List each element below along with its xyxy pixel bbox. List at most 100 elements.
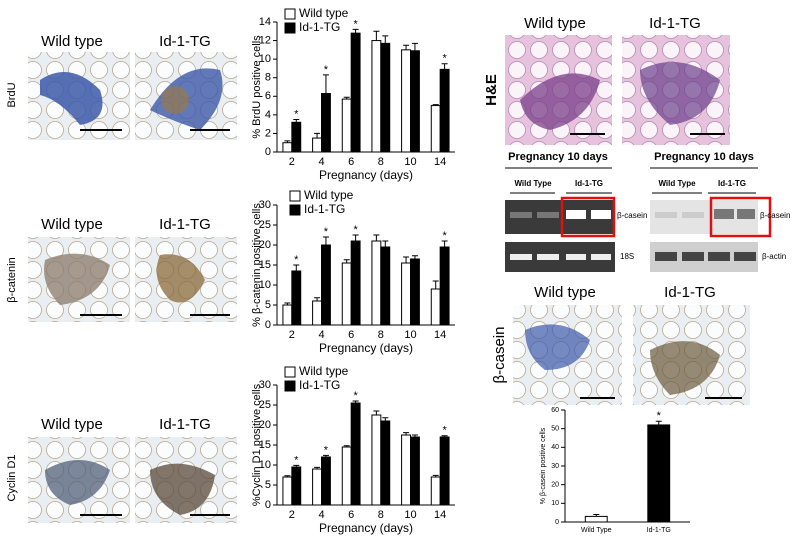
row-label: Cyclin D1 xyxy=(6,454,18,501)
y-tick-label: 10 xyxy=(259,459,271,471)
bar xyxy=(321,244,331,326)
legend-label: Wild type xyxy=(299,364,349,378)
significance: * xyxy=(294,254,299,266)
y-tick-label: 20 xyxy=(259,419,271,431)
x-tick-label: Id-1-TG xyxy=(647,527,671,534)
error-bar xyxy=(343,259,350,263)
error-bar xyxy=(284,140,291,143)
error-bar xyxy=(382,240,389,247)
bar xyxy=(321,93,331,153)
band-label: β-casein xyxy=(760,211,790,220)
error-bar xyxy=(352,234,359,241)
bar xyxy=(380,420,391,506)
significance: * xyxy=(353,18,358,30)
bar xyxy=(371,414,382,506)
bar xyxy=(350,32,361,153)
legend-swatch xyxy=(284,366,296,378)
bar xyxy=(312,300,323,326)
y-tick-label: 0 xyxy=(265,499,271,511)
band-label: β-actin xyxy=(762,252,786,261)
significance: * xyxy=(442,425,447,437)
y-tick-label: 30 xyxy=(259,379,271,391)
y-tick-label: 50 xyxy=(551,426,559,433)
x-tick-label: 8 xyxy=(378,156,384,168)
col-label: Id-1-TG xyxy=(159,33,211,50)
col-label: Wild type xyxy=(41,33,103,50)
bar xyxy=(401,434,412,506)
bar xyxy=(291,121,302,153)
error-bar xyxy=(411,255,418,259)
y-tick-label: 12 xyxy=(259,34,271,46)
bar xyxy=(350,402,361,506)
legend-label: Id-1-TG xyxy=(299,378,340,392)
y-tick-label: 6 xyxy=(265,90,271,102)
legend-label: Id-1-TG xyxy=(299,20,340,34)
y-tick-label: 0 xyxy=(265,146,271,158)
y-tick-label: 30 xyxy=(259,199,271,211)
x-tick-label: 8 xyxy=(378,509,384,521)
x-tick-label: 10 xyxy=(404,509,416,521)
col-label: Id-1-TG xyxy=(664,284,716,301)
error-bar xyxy=(403,44,410,50)
error-bar xyxy=(432,280,439,289)
y-tick-label: 15 xyxy=(259,439,271,451)
blot-group: Id-1-TG xyxy=(575,179,603,188)
y-tick-label: 5 xyxy=(265,479,271,491)
bar xyxy=(430,288,441,326)
significance: * xyxy=(294,108,299,120)
y-tick-label: 60 xyxy=(551,407,559,414)
x-tick-label: 4 xyxy=(318,329,324,341)
x-tick-label: 2 xyxy=(289,329,295,341)
y-tick-label: 0 xyxy=(265,319,271,331)
y-tick-label: 14 xyxy=(259,16,271,28)
y-tick-label: 4 xyxy=(265,109,271,121)
error-bar xyxy=(432,104,439,106)
error-bar xyxy=(441,435,448,437)
col-label: Wild type xyxy=(41,416,103,433)
x-tick-label: 8 xyxy=(378,329,384,341)
error-bar xyxy=(343,96,350,100)
col-label: Id-1-TG xyxy=(159,416,211,433)
significance: * xyxy=(324,64,329,76)
x-tick-label: 14 xyxy=(434,329,446,341)
row-label: β-catenin xyxy=(6,257,18,302)
error-bar xyxy=(343,445,350,447)
y-tick-label: 30 xyxy=(551,463,559,470)
x-tick-label: 14 xyxy=(434,509,446,521)
bar xyxy=(401,49,412,153)
error-bar xyxy=(293,464,300,467)
blot-images xyxy=(505,167,772,272)
error-bar xyxy=(284,302,291,305)
error-bar xyxy=(314,466,321,469)
bar xyxy=(439,436,450,506)
bar xyxy=(439,246,450,326)
error-bar xyxy=(441,63,448,70)
x-tick-label: 6 xyxy=(348,156,354,168)
bar xyxy=(341,446,352,506)
bar xyxy=(371,40,382,153)
error-bar xyxy=(373,30,380,41)
error-bar xyxy=(382,417,389,421)
bar xyxy=(647,424,671,523)
error-bar xyxy=(293,264,300,271)
x-tick-label: 14 xyxy=(434,156,446,168)
bar xyxy=(321,456,331,506)
y-tick-label: 10 xyxy=(551,500,559,507)
legend-label: Wild type xyxy=(299,6,349,20)
error-bar xyxy=(322,454,329,457)
x-tick-label: 4 xyxy=(318,509,324,521)
significance: * xyxy=(442,230,447,242)
significance: * xyxy=(442,53,447,65)
legend-swatch xyxy=(284,380,296,392)
significance: * xyxy=(353,390,358,402)
x-tick-label: 2 xyxy=(289,156,295,168)
legend-label: Id-1-TG xyxy=(304,202,345,216)
bar xyxy=(401,262,412,326)
bar xyxy=(282,476,293,506)
bar xyxy=(282,142,293,153)
x-axis-label: Pregnancy (days) xyxy=(319,521,413,535)
y-tick-label: 2 xyxy=(265,127,271,139)
y-tick-label: 8 xyxy=(265,72,271,84)
bar xyxy=(341,262,352,326)
col-label: Wild type xyxy=(41,216,103,233)
